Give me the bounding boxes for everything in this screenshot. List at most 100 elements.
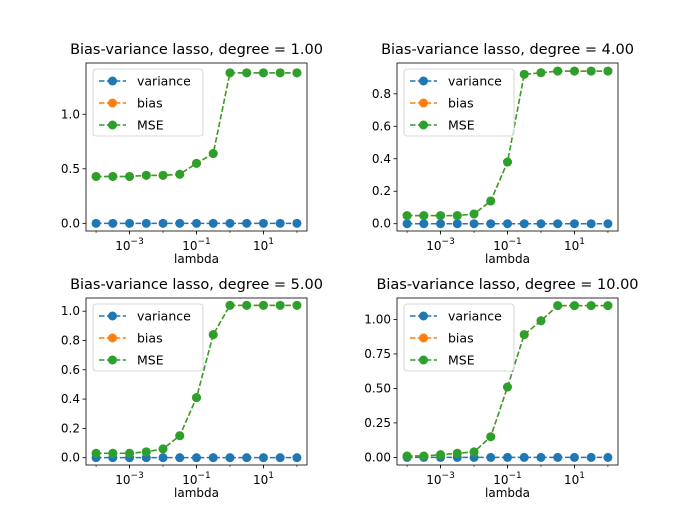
data-point-variance xyxy=(91,218,101,228)
legend: variance bias MSE xyxy=(92,68,204,137)
data-point-MSE xyxy=(553,66,563,76)
data-point-variance xyxy=(536,219,546,229)
legend-label: variance xyxy=(137,74,191,89)
legend-marker xyxy=(419,311,428,321)
legend-label: MSE xyxy=(137,118,164,133)
legend-label: bias xyxy=(137,331,163,346)
data-point-MSE xyxy=(158,444,168,454)
data-point-MSE xyxy=(486,432,496,442)
legend-item-bias: bias xyxy=(410,96,474,111)
legend-marker xyxy=(108,355,117,365)
data-point-MSE xyxy=(402,451,412,461)
data-point-MSE xyxy=(436,450,446,460)
data-point-variance xyxy=(292,453,302,463)
subplot-1: Bias-variance lasso, degree = 1.00 10−3 10… xyxy=(61,42,323,266)
legend-item-MSE: MSE xyxy=(99,353,164,368)
data-point-MSE xyxy=(536,316,546,326)
legend-marker xyxy=(108,98,117,108)
legend-item-MSE: MSE xyxy=(410,118,475,133)
data-point-variance xyxy=(586,219,596,229)
data-point-variance xyxy=(258,453,268,463)
legend-marker xyxy=(108,311,117,321)
data-point-variance xyxy=(242,218,252,228)
y-tick-label: 0.2 xyxy=(372,184,391,198)
y-tick-label: 0.0 xyxy=(61,451,80,465)
axes-frame xyxy=(85,297,308,466)
legend-label: variance xyxy=(137,309,191,324)
data-point-MSE xyxy=(192,393,201,403)
x-tick-label: 10−3 xyxy=(115,471,144,487)
legend-label: variance xyxy=(448,74,502,89)
legend-item-variance: variance xyxy=(99,309,191,324)
plot-area xyxy=(91,300,302,463)
data-point-variance xyxy=(175,218,185,228)
data-point-MSE xyxy=(258,68,268,78)
data-point-MSE xyxy=(519,330,529,340)
subplot-title: Bias-variance lasso, degree = 10.00 xyxy=(376,277,638,293)
legend-marker xyxy=(419,333,428,343)
data-point-variance xyxy=(553,219,563,229)
data-point-MSE xyxy=(242,68,252,78)
data-point-MSE xyxy=(436,211,446,221)
legend-label: MSE xyxy=(448,118,475,133)
legend-box xyxy=(403,303,515,372)
data-point-variance xyxy=(225,218,235,228)
data-point-MSE xyxy=(469,447,479,457)
subplot-3: Bias-variance lasso, degree = 5.00 10−3 10… xyxy=(61,277,323,500)
data-point-MSE xyxy=(503,382,512,392)
data-point-MSE xyxy=(208,149,218,159)
axes-frame xyxy=(396,297,619,466)
data-point-variance xyxy=(242,453,252,463)
legend-box xyxy=(403,68,515,137)
y-tick-label: 0.8 xyxy=(372,87,391,101)
data-point-variance xyxy=(486,452,496,462)
axes-frame xyxy=(85,62,308,232)
subplot-title: Bias-variance lasso, degree = 5.00 xyxy=(70,277,323,293)
x-tick-label: 10−1 xyxy=(493,471,522,487)
data-point-MSE xyxy=(225,68,235,78)
legend-label: bias xyxy=(448,331,474,346)
data-point-variance xyxy=(225,453,235,463)
data-point-MSE xyxy=(192,158,201,168)
x-tick-label: 10−3 xyxy=(115,237,144,253)
data-point-MSE xyxy=(503,157,512,167)
data-point-MSE xyxy=(292,300,302,310)
subplot-title: Bias-variance lasso, degree = 4.00 xyxy=(381,42,634,58)
data-point-variance xyxy=(192,218,201,228)
legend-marker xyxy=(419,120,428,130)
data-point-MSE xyxy=(242,300,252,310)
data-point-variance xyxy=(208,218,218,228)
data-point-variance xyxy=(275,453,285,463)
data-point-MSE xyxy=(125,448,135,458)
data-point-MSE xyxy=(91,171,101,181)
data-point-variance xyxy=(158,453,168,463)
data-point-MSE xyxy=(569,66,579,76)
data-point-MSE xyxy=(141,447,151,457)
data-point-MSE xyxy=(292,68,302,78)
data-point-MSE xyxy=(208,330,218,340)
legend-label: variance xyxy=(448,309,502,324)
plot-area xyxy=(91,68,302,228)
data-point-variance xyxy=(469,219,479,229)
data-point-variance xyxy=(258,218,268,228)
legend-label: MSE xyxy=(137,353,164,368)
y-tick-label: 1.0 xyxy=(61,107,80,121)
data-point-MSE xyxy=(603,301,613,311)
legend-label: bias xyxy=(448,96,474,111)
data-point-variance xyxy=(452,219,462,229)
data-point-variance xyxy=(486,219,496,229)
data-point-variance xyxy=(569,452,579,462)
data-point-variance xyxy=(275,218,285,228)
y-tick-label: 0.4 xyxy=(61,392,80,406)
y-tick-label: 0.00 xyxy=(364,450,391,464)
legend-label: bias xyxy=(137,96,163,111)
x-axis-label: lambda xyxy=(174,486,219,500)
y-tick-label: 0.0 xyxy=(372,217,391,231)
data-point-MSE xyxy=(452,211,462,221)
y-tick-label: 1.00 xyxy=(364,312,391,326)
data-point-MSE xyxy=(158,170,168,180)
legend-marker xyxy=(108,76,117,86)
data-point-MSE xyxy=(603,66,613,76)
data-point-variance xyxy=(141,218,151,228)
